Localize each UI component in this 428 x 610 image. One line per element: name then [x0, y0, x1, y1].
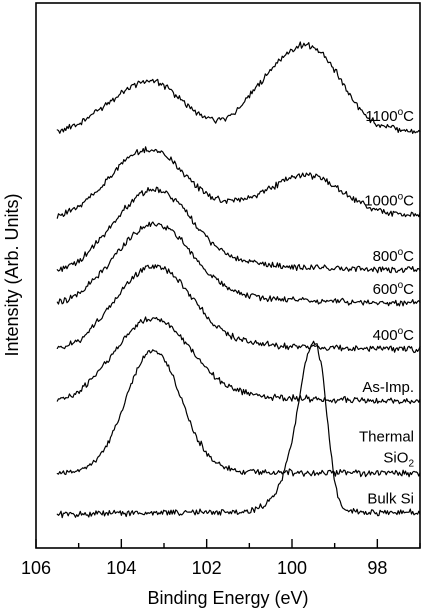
- curve-label: 400oC: [373, 326, 415, 344]
- curves-group: [56, 41, 421, 519]
- series-line: [56, 186, 421, 274]
- curve-label: Thermal: [359, 428, 414, 445]
- curve-label: 800oC: [373, 247, 415, 265]
- curve-label: Bulk Si: [367, 491, 414, 508]
- curve-label: 1000oC: [364, 192, 414, 210]
- series-line: [56, 316, 421, 405]
- x-tick-label: 106: [21, 558, 51, 578]
- x-tick-label: 100: [277, 558, 307, 578]
- curve-labels-group: 1100oC 1000oC 800oC 600oC 400oC As-Imp. Therma…: [359, 107, 414, 508]
- curve-label: 1100oC: [365, 107, 414, 125]
- x-tick-label: 102: [192, 558, 222, 578]
- plot-frame: [35, 2, 421, 549]
- curve-label-line2: SiO2: [383, 449, 414, 469]
- series-line: [56, 146, 421, 219]
- series-line: [56, 340, 421, 519]
- x-axis-label: Binding Energy (eV): [147, 588, 308, 608]
- y-axis-label: Intensity (Arb. Units): [2, 193, 22, 356]
- series-line: [56, 264, 421, 354]
- curve-label: 600oC: [373, 280, 415, 298]
- series-line: [56, 221, 421, 307]
- x-tick-label: 98: [367, 558, 387, 578]
- x-axis-ticks: 106 104 102 100 98: [21, 539, 421, 578]
- series-line: [56, 41, 421, 134]
- series-line: [56, 349, 421, 478]
- curve-label: As-Imp.: [362, 379, 414, 396]
- x-tick-label: 104: [106, 558, 136, 578]
